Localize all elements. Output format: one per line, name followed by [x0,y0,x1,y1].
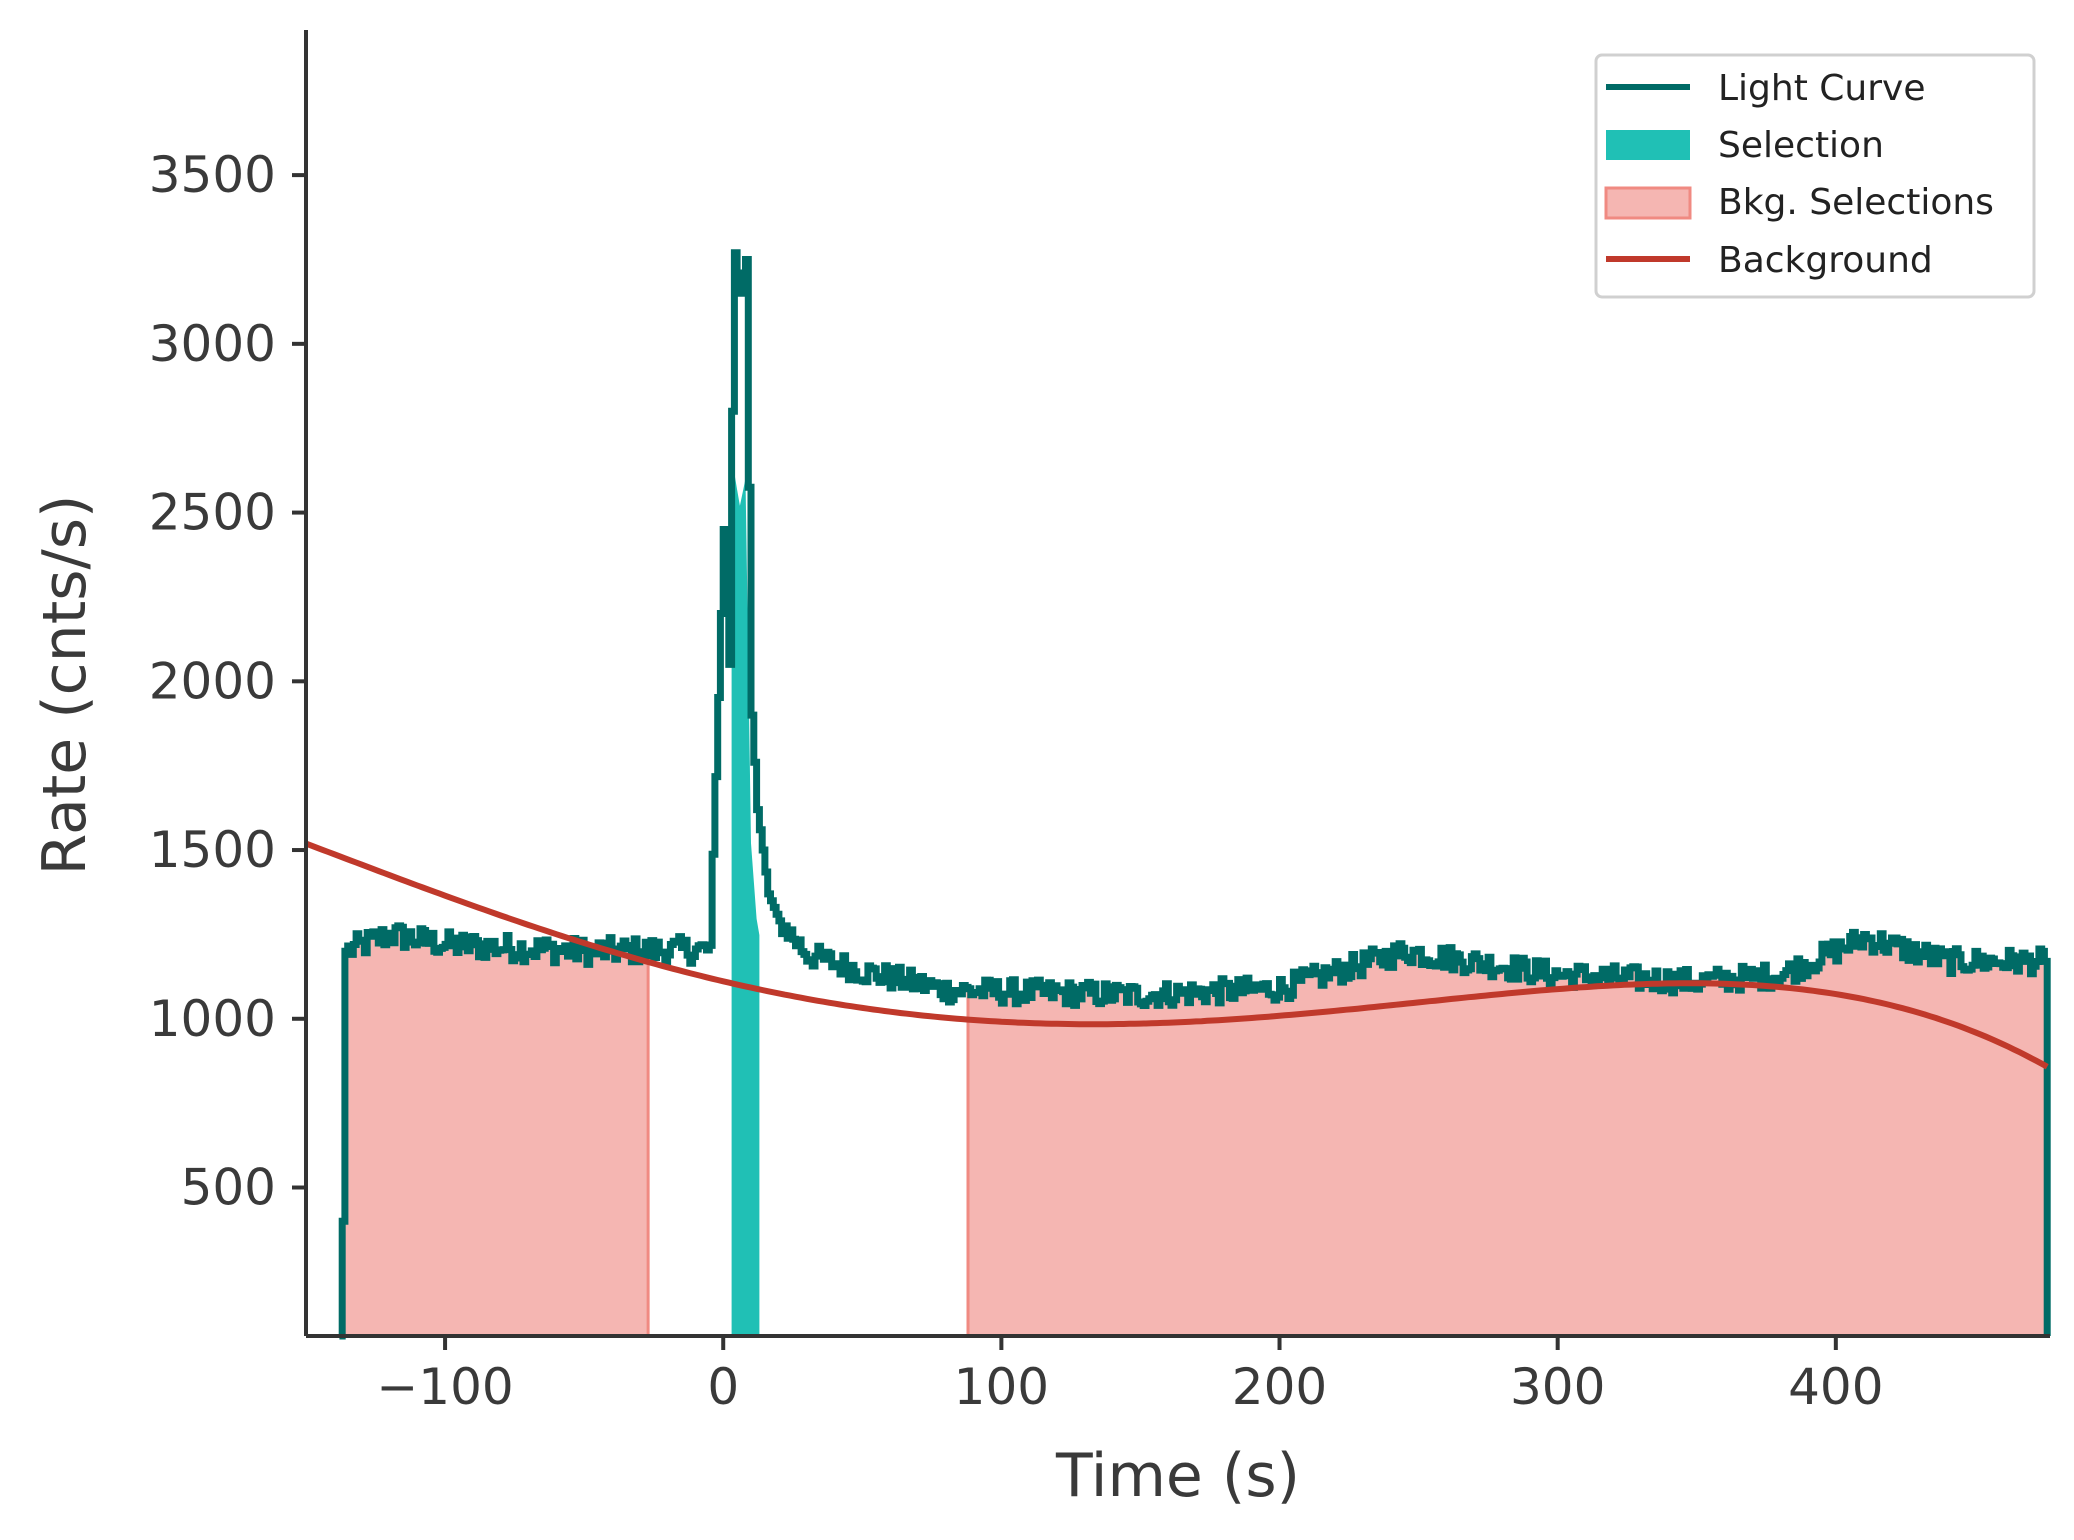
y-axis-label: Rate (cnts/s) [30,495,100,876]
legend-light-curve-label: Light Curve [1718,68,1926,109]
x-ticks: −100 0 100 200 300 400 [376,1336,1884,1416]
y-tick-label: 3000 [149,315,276,373]
x-tick-label: 400 [1788,1358,1883,1416]
x-tick-label: 100 [954,1358,1049,1416]
selection-region [731,473,760,1336]
x-tick-label: −100 [376,1358,513,1416]
background-fit-line [304,840,2049,1070]
y-tick-label: 2500 [149,484,276,542]
legend-selection-label: Selection [1718,125,1884,166]
x-tick-label: 0 [707,1358,739,1416]
x-axis-label: Time (s) [1055,1441,1300,1511]
y-tick-label: 3500 [149,146,276,204]
legend[interactable]: Light Curve Selection Bkg. Selections Ba… [1594,53,2036,299]
bkg-selection-region [968,932,2050,1336]
legend-bkg-selections-swatch [1604,186,1692,220]
y-ticks: 500 1000 1500 2000 2500 3000 3500 [149,146,306,1217]
y-tick-label: 500 [181,1159,276,1217]
y-tick-label: 2000 [149,652,276,710]
selection-layer [731,473,760,1336]
legend-bkg-selections-label: Bkg. Selections [1718,182,1994,223]
background-selections-layer [340,925,2050,1336]
y-tick-label: 1500 [149,821,276,879]
background-fit-layer [304,840,2049,1070]
x-tick-label: 200 [1232,1358,1327,1416]
y-tick-label: 1000 [149,990,276,1048]
legend-selection-swatch [1606,130,1690,160]
bkg-selection-region [342,925,649,1336]
x-tick-label: 300 [1510,1358,1605,1416]
legend-background-label: Background [1718,240,1933,281]
legend-frame [1594,53,2036,299]
